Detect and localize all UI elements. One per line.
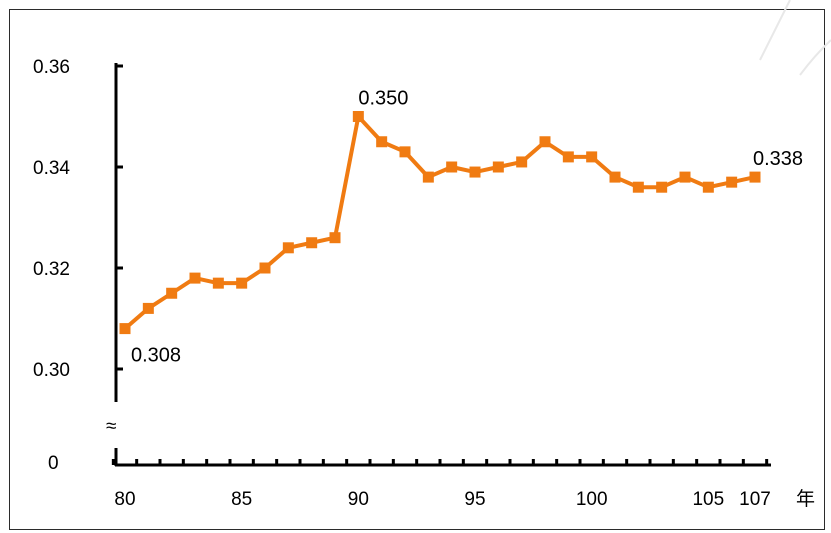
data-point: [726, 176, 738, 188]
data-point: [446, 161, 458, 173]
data-point: [516, 156, 528, 168]
data-point: [142, 302, 154, 314]
data-point: [329, 232, 341, 244]
y-tick-label: 0.32: [33, 259, 70, 280]
data-point: [212, 277, 224, 289]
data-label: 0.308: [131, 345, 181, 367]
data-point: [236, 277, 248, 289]
data-point: [119, 323, 131, 335]
data-point: [586, 151, 598, 163]
data-label: 0.350: [358, 88, 408, 110]
data-label: 0.338: [753, 148, 803, 170]
y-tick-label: 0.30: [33, 360, 70, 381]
data-point: [469, 166, 481, 178]
data-point: [562, 151, 574, 163]
y-tick-label: 0.34: [33, 158, 70, 179]
data-point: [422, 171, 434, 183]
x-tick-label: 80: [114, 489, 135, 510]
data-point: [679, 171, 691, 183]
series-line-group: [123, 114, 756, 331]
data-point: [492, 161, 504, 173]
data-point: [306, 237, 318, 249]
data-annotations: 0.308 0.350 0.338: [131, 88, 803, 367]
data-point: [166, 287, 178, 299]
x-tick-label: 107: [739, 489, 771, 510]
data-point: [749, 171, 761, 183]
data-point: [632, 181, 644, 193]
data-point: [399, 146, 411, 158]
data-markers: [119, 111, 761, 335]
y-tick-label: 0.36: [33, 57, 70, 78]
data-point: [702, 181, 714, 193]
data-point: [376, 136, 388, 148]
data-point: [282, 242, 294, 254]
x-tick-labels: 80 85 90 95 100 105 107: [114, 489, 770, 510]
y-zero-label: 0: [48, 453, 59, 474]
y-axis-break-symbol: ≈: [106, 416, 116, 437]
data-point: [609, 171, 621, 183]
x-tick-label: 90: [348, 489, 369, 510]
data-point: [259, 262, 271, 274]
x-tick-label: 100: [576, 489, 608, 510]
x-tick-label: 105: [692, 489, 724, 510]
chart-axes: [111, 63, 771, 467]
x-tick-label: 95: [464, 489, 485, 510]
y-tick-labels: 0.30 0.32 0.34 0.36: [33, 57, 70, 381]
data-point: [189, 272, 201, 284]
chart-frame: [9, 9, 825, 530]
x-axis-unit-label: 年: [796, 488, 815, 510]
data-point: [352, 111, 364, 122]
data-point: [656, 181, 668, 193]
x-tick-label: 85: [231, 489, 252, 510]
series-line: [123, 114, 756, 331]
data-point: [539, 136, 551, 148]
